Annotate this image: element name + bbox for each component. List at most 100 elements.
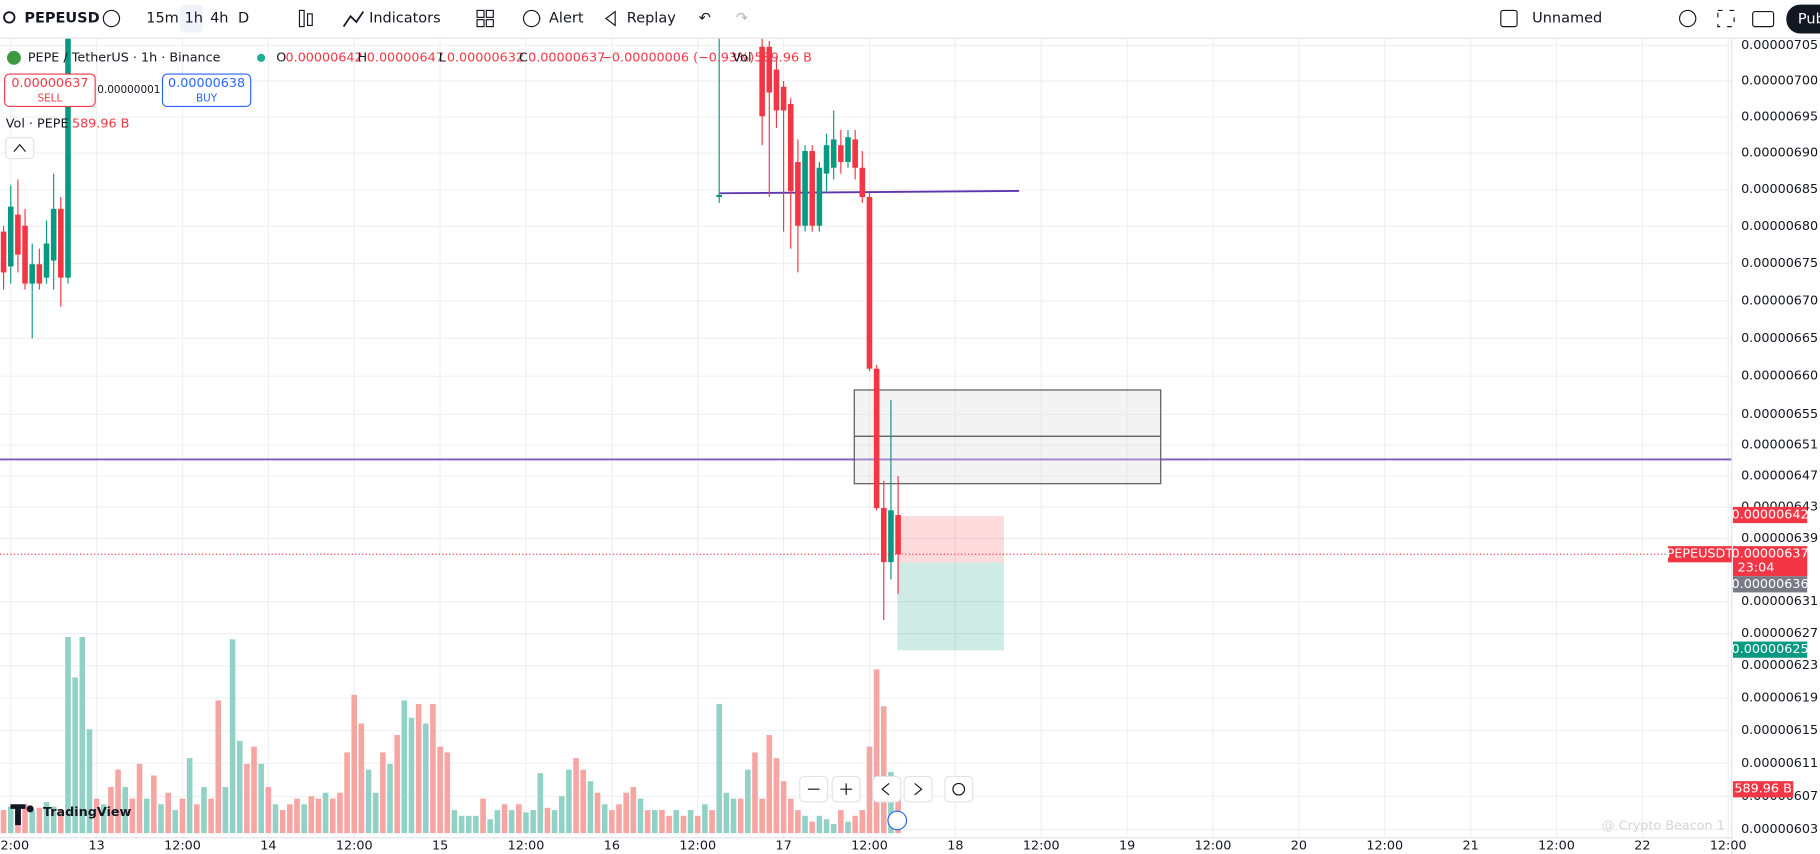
screenshot-icon[interactable] xyxy=(1752,10,1775,28)
navigation: TradingView @ Crypto Beacon 1 xyxy=(10,775,1725,834)
volume-bar xyxy=(544,807,551,834)
candle-body xyxy=(873,368,880,508)
scroll-right[interactable] xyxy=(903,775,933,803)
volume-bar xyxy=(487,819,493,834)
volume-bar xyxy=(0,810,7,834)
x-tick-label: 12:00 xyxy=(1538,838,1575,853)
volume-bar xyxy=(244,763,250,834)
layout-name[interactable]: Unnamed xyxy=(1532,11,1602,27)
volume-bar xyxy=(444,752,451,834)
ohlc-value: 0.00000642 xyxy=(286,50,363,65)
volume-bar xyxy=(451,810,458,834)
interval[interactable]: 15m xyxy=(146,11,179,27)
interval[interactable]: 4h xyxy=(210,11,228,27)
reset-view[interactable] xyxy=(944,775,974,803)
collapse-button[interactable] xyxy=(5,137,35,160)
redo[interactable]: ↷ xyxy=(736,11,748,27)
candle-body xyxy=(838,145,844,162)
candle-body xyxy=(29,264,35,284)
volume-bar xyxy=(229,639,236,834)
volume-bar xyxy=(401,700,408,834)
y-tick-label: 0.00000655 xyxy=(1741,407,1818,422)
volume-bar xyxy=(72,677,78,834)
volume-bar xyxy=(516,804,522,834)
volume-bar xyxy=(208,798,214,834)
countdown: 23:04 xyxy=(1738,561,1775,576)
change: −0.00000006 (−0.93%) xyxy=(601,50,754,65)
sell-label[interactable]: SELL xyxy=(37,92,62,104)
x-tick-label: 20 xyxy=(1291,838,1307,853)
publish-bg[interactable] xyxy=(1786,4,1820,34)
volume-bar xyxy=(415,703,422,834)
add-symbol[interactable] xyxy=(102,9,121,28)
buy-label[interactable]: BUY xyxy=(196,92,218,104)
volume-legend: Vol · PEPE xyxy=(6,116,69,131)
volume-bar xyxy=(852,815,858,834)
search-icon[interactable] xyxy=(3,11,16,24)
market-status xyxy=(257,53,266,62)
buy-button[interactable] xyxy=(161,73,252,108)
candle-body xyxy=(888,510,894,563)
x-tick-label: 12:00 xyxy=(851,838,888,853)
x-tick-label: 12:00 xyxy=(1195,838,1232,853)
volume-bar xyxy=(816,815,823,834)
volume-bar xyxy=(179,798,186,834)
candle-body xyxy=(780,86,787,111)
volume-bar xyxy=(222,787,229,834)
stop-zone[interactable] xyxy=(897,516,1005,563)
replay-button[interactable]: Replay xyxy=(627,11,676,27)
plot xyxy=(0,38,1732,621)
volume-bar xyxy=(830,823,837,834)
vol-label: Vol xyxy=(732,50,751,65)
sell-price[interactable]: 0.00000637 xyxy=(11,76,88,91)
volume-bar xyxy=(809,821,816,834)
grid xyxy=(0,38,1732,838)
publish-button[interactable]: Pub xyxy=(1798,12,1820,28)
candle-body xyxy=(895,515,901,555)
volume-bar xyxy=(473,815,479,834)
alert-button[interactable]: Alert xyxy=(549,11,584,27)
volume-bar xyxy=(65,637,71,834)
interval-active-bg xyxy=(179,4,204,33)
volume-bar xyxy=(201,787,207,834)
volume-bar xyxy=(508,810,515,834)
x-tick-label: 19 xyxy=(1119,838,1135,853)
target-zone[interactable] xyxy=(897,562,1005,651)
volume-bar xyxy=(136,763,143,834)
x-tick-label: 12:00 xyxy=(1023,838,1060,853)
volume-bar xyxy=(644,810,651,834)
symbol[interactable]: PEPEUSD xyxy=(24,11,99,27)
candle-body xyxy=(795,161,801,226)
undo[interactable]: ↶ xyxy=(699,11,711,27)
volume-bar xyxy=(122,787,129,834)
ohlc-value: 0.00000632 xyxy=(447,50,524,65)
volume-bar xyxy=(594,792,601,834)
sell-button[interactable] xyxy=(4,73,96,108)
scroll-left[interactable] xyxy=(872,775,902,803)
y-tick-label: 0.00000639 xyxy=(1741,531,1818,546)
volume-bar xyxy=(587,781,594,834)
interval[interactable]: D xyxy=(238,11,249,27)
volume-bar xyxy=(787,798,794,834)
interval[interactable]: 1h xyxy=(185,11,203,27)
volume-bar xyxy=(423,723,429,834)
volume-bar xyxy=(279,810,286,834)
volume-bar xyxy=(673,810,680,834)
go-live[interactable] xyxy=(887,810,908,831)
candle-body xyxy=(816,167,823,226)
volume-bar xyxy=(616,804,622,834)
buy-price[interactable]: 0.00000638 xyxy=(168,76,245,91)
y-tick-label: 0.00000603 xyxy=(1741,822,1818,837)
fullscreen-icon[interactable] xyxy=(1717,9,1735,28)
volume-bar xyxy=(580,769,587,834)
volume-bar xyxy=(329,798,336,834)
indicators-button[interactable]: Indicators xyxy=(369,11,441,27)
chart-type-icon[interactable] xyxy=(298,9,305,28)
candle-body xyxy=(7,206,14,267)
y-tick-label: 0.00000611 xyxy=(1741,756,1818,771)
templates-icon[interactable] xyxy=(476,9,485,18)
y-tick-label: 0.00000660 xyxy=(1741,369,1818,384)
volume-bar xyxy=(873,669,880,834)
x-tick-label: 14 xyxy=(260,838,276,853)
settings-icon[interactable] xyxy=(1678,9,1697,28)
